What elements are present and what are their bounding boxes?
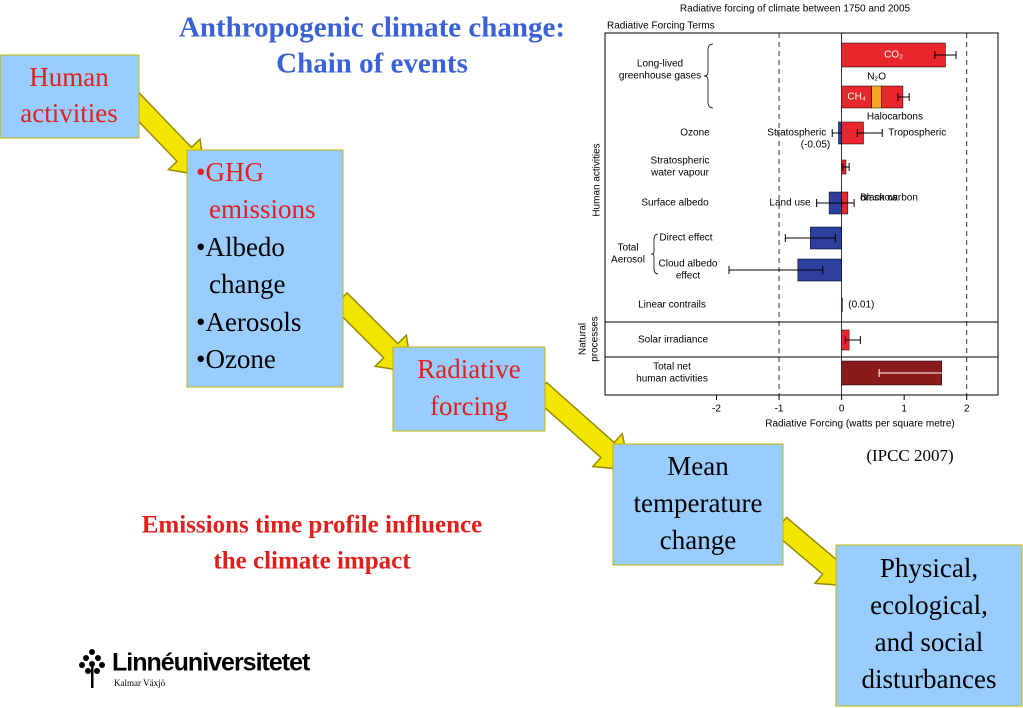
- list-item: emissions: [209, 194, 316, 224]
- node-label: temperature: [634, 488, 763, 518]
- arrows: [123, 92, 853, 587]
- x-tick-label: -2: [712, 404, 721, 415]
- list-item: •GHG: [196, 157, 264, 187]
- bar-name: Black carbon: [860, 193, 918, 204]
- row-label: Long-lived: [637, 59, 683, 70]
- node-label: forcing: [430, 391, 508, 421]
- x-tick-label: -1: [775, 404, 784, 415]
- row-label: Direct effect: [659, 233, 712, 244]
- row-label: Linear contrails: [638, 300, 706, 311]
- x-tick-label: 0: [839, 404, 845, 415]
- slide-title: Chain of events: [276, 48, 468, 80]
- row-label: Stratospheric: [651, 156, 710, 167]
- list-item: change: [209, 269, 285, 299]
- list-item: •Aerosols: [196, 307, 301, 337]
- bar-name: CH₄: [847, 92, 866, 103]
- box: [0, 54, 140, 139]
- row-label: Cloud albedo: [659, 259, 718, 270]
- citation: (IPCC 2007): [866, 446, 953, 465]
- list-item: •Ozone: [196, 344, 276, 374]
- box: [392, 346, 546, 432]
- node-label: disturbances: [862, 664, 997, 694]
- chart-title: Radiative forcing of climate between 175…: [680, 4, 911, 15]
- value-label: (0.01): [848, 300, 874, 311]
- note: Emissions time profile influence: [142, 512, 483, 539]
- node-label: activities: [20, 98, 117, 128]
- bar-name: N₂O: [867, 72, 886, 83]
- box: [612, 443, 784, 566]
- chart-header: Radiative Forcing Terms: [607, 21, 715, 32]
- bar-name: CO₂: [884, 50, 903, 61]
- bar: [841, 42, 946, 68]
- x-tick-label: 1: [901, 404, 907, 415]
- row-label: Surface albedo: [641, 198, 709, 209]
- node-label: and social: [875, 627, 984, 657]
- note: the climate impact: [213, 548, 411, 575]
- list-item: •Albedo: [196, 232, 285, 262]
- chart-frame: [604, 32, 999, 396]
- logo-name: Linnéuniversitetet: [112, 649, 311, 677]
- bar: [871, 85, 882, 109]
- x-tick-label: 2: [964, 404, 970, 415]
- node-label: Mean: [667, 451, 729, 481]
- brace: [650, 233, 659, 275]
- value-label: (-0.05): [801, 140, 830, 151]
- group-label: Natural: [578, 323, 589, 355]
- logo-sub: Kalmar Växjö: [114, 678, 166, 688]
- brace: [703, 43, 714, 109]
- node-label: Physical,: [880, 553, 978, 583]
- group-label: Aerosol: [611, 255, 645, 266]
- row-label: water vapour: [650, 168, 709, 179]
- node-label: Radiative: [417, 354, 520, 384]
- node-label: ecological,: [870, 590, 988, 620]
- row-label: Solar irradiance: [638, 335, 708, 346]
- box: [186, 149, 344, 388]
- node-label: Human: [29, 62, 109, 92]
- group-label: Human activities: [592, 143, 603, 216]
- group-label: Total: [617, 243, 638, 254]
- row-label: greenhouse gases: [619, 71, 701, 82]
- x-axis-label: Radiative Forcing (watts per square metr…: [765, 419, 955, 430]
- logo-icon: [79, 649, 105, 688]
- row-label: human activities: [636, 374, 708, 385]
- group-label: processes: [590, 316, 601, 362]
- box: [835, 544, 1023, 707]
- row-label: Ozone: [680, 128, 710, 139]
- bar-name: Stratospheric: [767, 128, 826, 139]
- bar-name: Halocarbons: [867, 112, 923, 123]
- node-label: change: [660, 525, 736, 555]
- row-label: Total net: [653, 362, 691, 373]
- bar: [841, 297, 843, 313]
- slide-title: Anthropogenic climate change:: [179, 12, 565, 44]
- row-label: effect: [676, 271, 700, 282]
- bar-name: on snow: [860, 193, 898, 204]
- bar-name: Tropospheric: [888, 128, 946, 139]
- bar-name: Land use: [769, 198, 811, 209]
